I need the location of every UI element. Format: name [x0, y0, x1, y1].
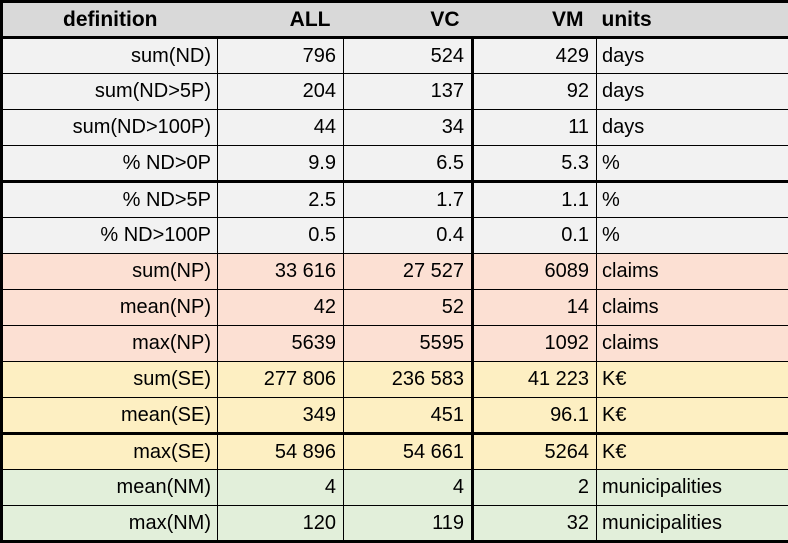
cell-vm: 0.1	[473, 218, 597, 254]
cell-vm: 5264	[473, 434, 597, 470]
table-row: % ND>100P 0.5 0.4 0.1 %	[2, 218, 788, 254]
cell-all: 44	[218, 110, 344, 146]
table-row: mean(NP) 42 52 14 claims	[2, 290, 788, 326]
cell-vc: 27 527	[344, 254, 473, 290]
table-row: % ND>5P 2.5 1.7 1.1 %	[2, 182, 788, 218]
cell-all: 9.9	[218, 146, 344, 182]
cell-vm: 5.3	[473, 146, 597, 182]
cell-vm: 6089	[473, 254, 597, 290]
cell-definition: mean(NM)	[2, 470, 218, 506]
column-header-vm: VM	[473, 2, 597, 38]
column-header-units: units	[597, 2, 788, 38]
cell-all: 277 806	[218, 362, 344, 398]
table-row: sum(ND>5P) 204 137 92 days	[2, 74, 788, 110]
cell-all: 349	[218, 398, 344, 434]
cell-all: 33 616	[218, 254, 344, 290]
table-row: % ND>0P 9.9 6.5 5.3 %	[2, 146, 788, 182]
cell-vm: 32	[473, 506, 597, 542]
table-row: mean(SE) 349 451 96.1 K€	[2, 398, 788, 434]
cell-vc: 524	[344, 38, 473, 74]
cell-vc: 137	[344, 74, 473, 110]
cell-vc: 451	[344, 398, 473, 434]
cell-vm: 96.1	[473, 398, 597, 434]
cell-units: claims	[597, 254, 788, 290]
cell-units: %	[597, 218, 788, 254]
header-row: definition ALL VC VM units	[2, 2, 788, 38]
table-row: sum(ND>100P) 44 34 11 days	[2, 110, 788, 146]
cell-units: %	[597, 146, 788, 182]
cell-definition: max(NM)	[2, 506, 218, 542]
cell-all: 54 896	[218, 434, 344, 470]
table-row: sum(NP) 33 616 27 527 6089 claims	[2, 254, 788, 290]
table-row: sum(SE) 277 806 236 583 41 223 K€	[2, 362, 788, 398]
cell-units: K€	[597, 398, 788, 434]
cell-vc: 54 661	[344, 434, 473, 470]
table-row: max(NM) 120 119 32 municipalities	[2, 506, 788, 542]
cell-units: days	[597, 74, 788, 110]
column-header-vc: VC	[344, 2, 473, 38]
cell-units: %	[597, 182, 788, 218]
cell-definition: sum(SE)	[2, 362, 218, 398]
cell-vm: 1.1	[473, 182, 597, 218]
cell-definition: sum(ND)	[2, 38, 218, 74]
cell-units: K€	[597, 434, 788, 470]
cell-vm: 429	[473, 38, 597, 74]
cell-vc: 52	[344, 290, 473, 326]
column-header-all: ALL	[218, 2, 344, 38]
cell-units: K€	[597, 362, 788, 398]
cell-vc: 34	[344, 110, 473, 146]
cell-definition: mean(SE)	[2, 398, 218, 434]
cell-definition: max(SE)	[2, 434, 218, 470]
cell-vm: 11	[473, 110, 597, 146]
cell-units: municipalities	[597, 506, 788, 542]
table-body: sum(ND) 796 524 429 days sum(ND>5P) 204 …	[2, 38, 788, 542]
cell-vc: 4	[344, 470, 473, 506]
cell-all: 0.5	[218, 218, 344, 254]
cell-definition: % ND>100P	[2, 218, 218, 254]
cell-vm: 1092	[473, 326, 597, 362]
table-row: sum(ND) 796 524 429 days	[2, 38, 788, 74]
cell-all: 204	[218, 74, 344, 110]
cell-definition: max(NP)	[2, 326, 218, 362]
table-row: max(SE) 54 896 54 661 5264 K€	[2, 434, 788, 470]
cell-definition: mean(NP)	[2, 290, 218, 326]
cell-definition: sum(ND>5P)	[2, 74, 218, 110]
table-row: mean(NM) 4 4 2 municipalities	[2, 470, 788, 506]
cell-vm: 14	[473, 290, 597, 326]
cell-vc: 0.4	[344, 218, 473, 254]
table-header: definition ALL VC VM units	[2, 2, 788, 38]
cell-units: municipalities	[597, 470, 788, 506]
cell-units: claims	[597, 290, 788, 326]
cell-vm: 41 223	[473, 362, 597, 398]
cell-vc: 236 583	[344, 362, 473, 398]
column-header-definition: definition	[2, 2, 218, 38]
cell-all: 42	[218, 290, 344, 326]
cell-definition: % ND>5P	[2, 182, 218, 218]
cell-vm: 92	[473, 74, 597, 110]
cell-all: 120	[218, 506, 344, 542]
cell-definition: % ND>0P	[2, 146, 218, 182]
cell-vc: 1.7	[344, 182, 473, 218]
cell-all: 2.5	[218, 182, 344, 218]
cell-vc: 5595	[344, 326, 473, 362]
cell-units: claims	[597, 326, 788, 362]
cell-all: 796	[218, 38, 344, 74]
cell-vc: 119	[344, 506, 473, 542]
cell-vm: 2	[473, 470, 597, 506]
cell-all: 5639	[218, 326, 344, 362]
cell-units: days	[597, 38, 788, 74]
cell-definition: sum(NP)	[2, 254, 218, 290]
cell-vc: 6.5	[344, 146, 473, 182]
table-row: max(NP) 5639 5595 1092 claims	[2, 326, 788, 362]
cell-units: days	[597, 110, 788, 146]
cell-all: 4	[218, 470, 344, 506]
cell-definition: sum(ND>100P)	[2, 110, 218, 146]
